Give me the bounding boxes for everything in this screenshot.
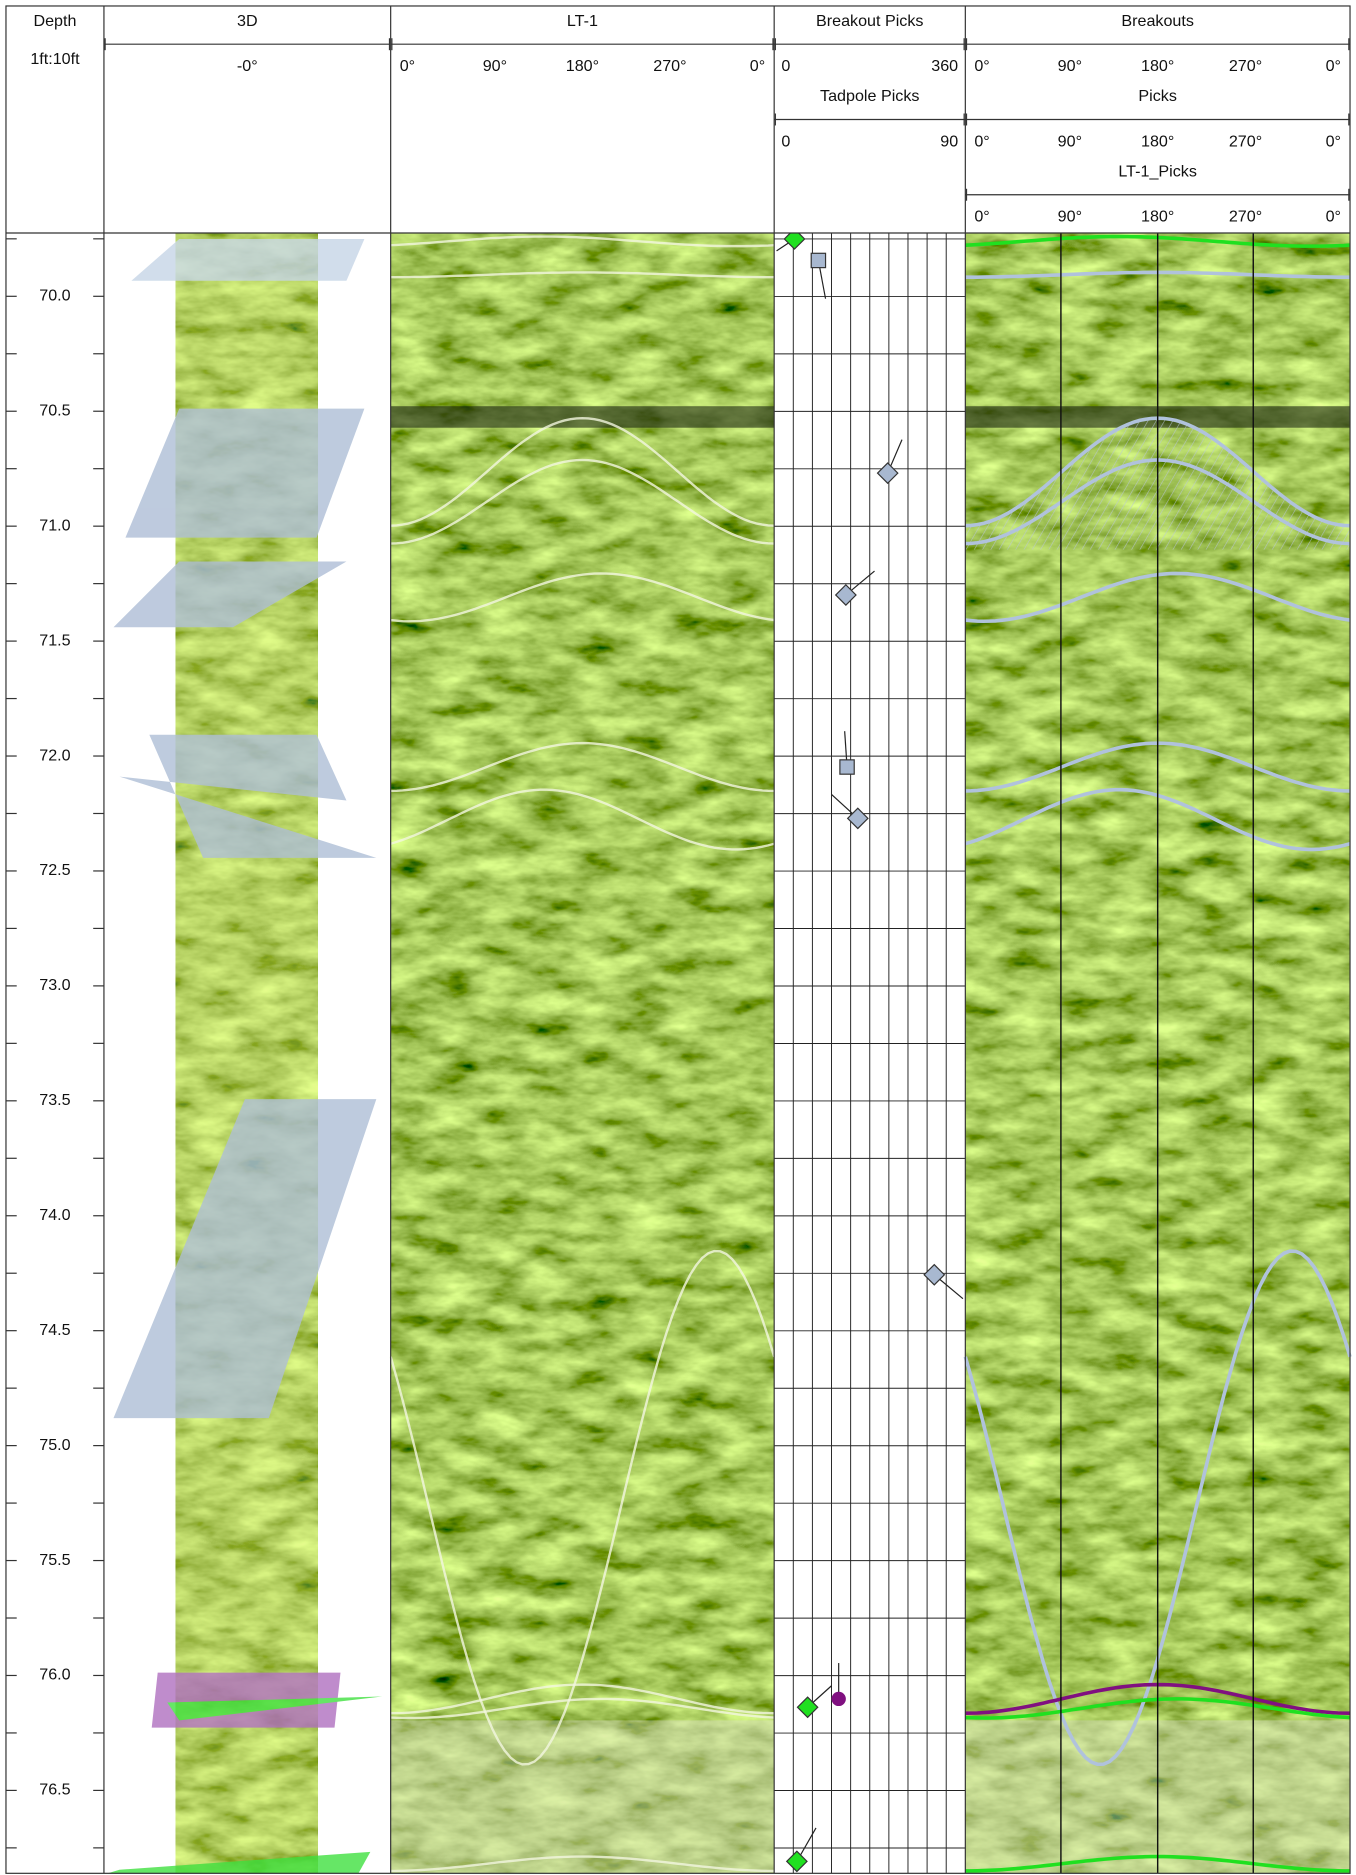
scale-tick-label: 90°	[1058, 132, 1082, 150]
tadpole-track	[775, 232, 966, 1874]
depth-label: 73.0	[39, 976, 70, 994]
scale-tick-label: 360	[931, 57, 958, 75]
scale-title: Picks	[1138, 87, 1177, 105]
scale-tick-label: 0°	[1326, 132, 1341, 150]
depth-label: 71.5	[39, 631, 70, 649]
plane	[119, 734, 377, 858]
scale-tick-label: 180°	[1141, 57, 1174, 75]
tadpole	[785, 1850, 808, 1873]
light-zone	[390, 1720, 775, 1874]
depth-label: 76.5	[39, 1781, 70, 1799]
plane	[113, 1099, 377, 1419]
scale-tick-label: 0°	[1326, 208, 1341, 226]
track-title: Breakout Picks	[816, 12, 923, 30]
depth-label: 72.5	[39, 861, 70, 879]
scale-tick-label: 0	[781, 132, 790, 150]
tadpole	[783, 232, 806, 250]
depth-label: 74.5	[39, 1321, 70, 1339]
tadpole	[876, 462, 899, 485]
scale-tick-label: 90°	[1058, 208, 1082, 226]
frame	[5, 5, 1351, 1874]
depth-title: Depth	[33, 12, 76, 30]
tadpole	[846, 807, 869, 830]
plane	[125, 408, 365, 538]
scale-tick-label: 180°	[1141, 132, 1174, 150]
plane	[131, 238, 365, 281]
vein	[390, 572, 775, 623]
plane	[167, 1696, 383, 1721]
tadpole	[923, 1263, 946, 1286]
scale-title: Tadpole Picks	[820, 87, 919, 105]
vein	[390, 1697, 775, 1720]
plane	[107, 1851, 371, 1874]
vein	[390, 741, 775, 793]
scale-tick-label: 0°	[974, 57, 989, 75]
vein	[390, 458, 775, 545]
vein	[390, 1683, 775, 1715]
depth-scale: 1ft:10ft	[30, 50, 80, 68]
scale-tick-label: 270°	[1229, 132, 1262, 150]
scale-tick-label: 90°	[1058, 57, 1082, 75]
tadpole	[810, 252, 827, 269]
depth-label: 76.0	[39, 1666, 70, 1684]
depth-label: 73.5	[39, 1091, 70, 1109]
scale-tick-label: 90	[940, 132, 958, 150]
scale-tick-label: 270°	[1229, 208, 1262, 226]
tadpole	[834, 583, 857, 606]
scale-tick-label: 0°	[974, 208, 989, 226]
track-title: Breakouts	[1121, 12, 1194, 30]
log-body	[107, 232, 1352, 1874]
scale-tick-label: 0°	[750, 57, 765, 75]
scale-tick-label: 0°	[1326, 57, 1341, 75]
scale-tick-label: -0°	[237, 57, 258, 75]
vein	[390, 416, 775, 527]
depth-label: 70.5	[39, 401, 70, 419]
vein	[390, 788, 775, 851]
scale-tick-label: 0°	[400, 57, 415, 75]
plane	[113, 561, 347, 628]
scale-tick-label: 270°	[1229, 57, 1262, 75]
tadpole	[796, 1696, 819, 1719]
vein	[389, 1249, 776, 1766]
depth-label: 74.0	[39, 1206, 70, 1224]
scale-tick-label: 270°	[653, 57, 686, 75]
scale-tick-label: 180°	[566, 57, 599, 75]
depth-label: 75.0	[39, 1436, 70, 1454]
track-title: LT-1	[567, 12, 598, 30]
depth-label: 71.0	[39, 516, 70, 534]
scale-tick-label: 180°	[1141, 208, 1174, 226]
scale-tick-label: 0°	[974, 132, 989, 150]
scale-title: LT-1_Picks	[1118, 162, 1197, 180]
vein	[390, 271, 775, 279]
lt1-image	[390, 232, 775, 1874]
3d-planes	[107, 238, 383, 1874]
scale-tick-label: 0	[781, 57, 790, 75]
vein	[390, 1855, 775, 1873]
tadpole	[831, 1691, 846, 1707]
depth-label: 75.5	[39, 1551, 70, 1569]
tadpole	[839, 759, 855, 775]
track-title: 3D	[237, 12, 258, 30]
vein	[390, 235, 775, 248]
scale-tick-label: 90°	[483, 57, 507, 75]
depth-label: 70.0	[39, 287, 70, 305]
depth-label: 72.0	[39, 746, 70, 764]
